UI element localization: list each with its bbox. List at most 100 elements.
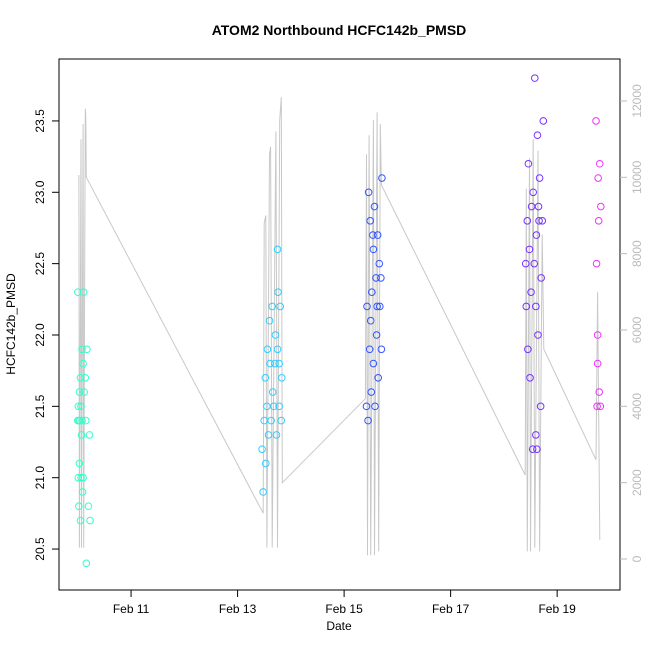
data-point — [537, 274, 545, 282]
data-point — [79, 473, 87, 482]
data-point — [377, 274, 385, 282]
data-point — [527, 288, 535, 296]
data-point — [268, 302, 277, 311]
data-point — [532, 431, 540, 439]
chart-title: ATOM2 Northbound HCFC142b_PMSD — [212, 22, 467, 38]
data-point — [371, 402, 379, 411]
data-point — [535, 174, 544, 182]
data-point — [74, 473, 83, 482]
y-tick-label: 20.5 — [33, 537, 47, 561]
data-point — [593, 402, 601, 411]
y-tick-label: 21.5 — [33, 394, 47, 418]
data-point — [80, 388, 88, 396]
data-point — [534, 331, 542, 339]
y-tick-label: 23.5 — [33, 109, 47, 133]
x-tick-label: Feb 13 — [219, 602, 257, 616]
data-point — [77, 402, 85, 411]
data-point — [362, 402, 371, 411]
data-point — [265, 316, 274, 325]
data-point — [277, 416, 286, 425]
data-point — [75, 388, 84, 396]
data-point — [76, 416, 84, 425]
data-point — [374, 373, 382, 382]
data-point — [77, 431, 86, 439]
data-point — [261, 373, 270, 382]
data-point — [75, 502, 83, 511]
data-point — [529, 188, 537, 197]
data-point — [79, 288, 88, 296]
data-point — [264, 431, 273, 439]
data-point — [262, 459, 270, 468]
data-point — [76, 373, 85, 382]
data-point — [377, 345, 386, 354]
x-tick-label: Feb 15 — [325, 602, 363, 616]
data-point — [532, 302, 540, 311]
y-tick-label: 23.0 — [33, 180, 47, 204]
data-point — [535, 217, 543, 225]
data-point — [258, 445, 266, 453]
data-point — [370, 202, 379, 211]
x-tick-label: Feb 19 — [538, 602, 576, 616]
data-point — [275, 359, 283, 368]
data-point — [524, 345, 532, 354]
altitude-line — [78, 97, 601, 556]
y2-tick-label: 6000 — [630, 316, 644, 343]
data-point — [530, 74, 539, 82]
data-point — [77, 473, 85, 482]
data-point — [270, 402, 278, 411]
data-point — [365, 345, 374, 354]
data-point — [539, 117, 548, 125]
data-point — [368, 288, 376, 296]
data-point — [528, 445, 537, 453]
data-point — [373, 302, 381, 311]
y-tick-label: 22.0 — [33, 323, 47, 347]
data-point — [274, 288, 282, 296]
data-point — [595, 388, 604, 396]
data-point — [272, 431, 281, 439]
data-point — [273, 345, 282, 354]
data-point — [273, 245, 282, 254]
x-tick-label: Feb 11 — [113, 602, 150, 616]
data-point — [79, 359, 87, 368]
data-point — [534, 202, 543, 211]
y-tick-label: 21.0 — [33, 466, 47, 490]
data-point — [74, 288, 82, 296]
data-point — [523, 217, 532, 225]
data-point — [592, 117, 600, 125]
data-point — [76, 516, 85, 525]
plot-box — [58, 58, 621, 591]
data-point — [267, 416, 275, 425]
data-point — [524, 159, 533, 168]
data-point — [595, 159, 604, 168]
y-tick-label: 22.5 — [33, 252, 47, 276]
data-point — [592, 259, 601, 268]
data-point — [81, 416, 90, 425]
data-point — [271, 331, 280, 339]
y2-tick-label: 12000 — [630, 84, 644, 118]
data-point — [526, 373, 534, 382]
data-point — [373, 231, 382, 239]
data-point — [533, 445, 541, 453]
data-point — [594, 174, 602, 182]
data-point — [277, 373, 286, 382]
data-point — [525, 245, 534, 254]
data-point — [366, 316, 375, 325]
data-point — [86, 516, 94, 525]
data-point — [271, 359, 279, 368]
y2-tick-label: 8000 — [630, 240, 644, 267]
data-point — [74, 402, 83, 411]
data-point — [275, 402, 283, 411]
y2-tick-label: 2000 — [630, 469, 644, 496]
data-point — [81, 373, 90, 382]
data-point — [593, 331, 602, 339]
data-point — [82, 559, 91, 568]
data-point — [375, 302, 384, 311]
data-point — [364, 188, 373, 197]
data-point — [263, 345, 272, 354]
data-point — [363, 302, 371, 311]
data-point — [78, 345, 86, 354]
data-point — [372, 274, 380, 282]
y-axis-label: HCFC142b_PMSD — [4, 273, 18, 375]
data-point — [259, 488, 267, 496]
